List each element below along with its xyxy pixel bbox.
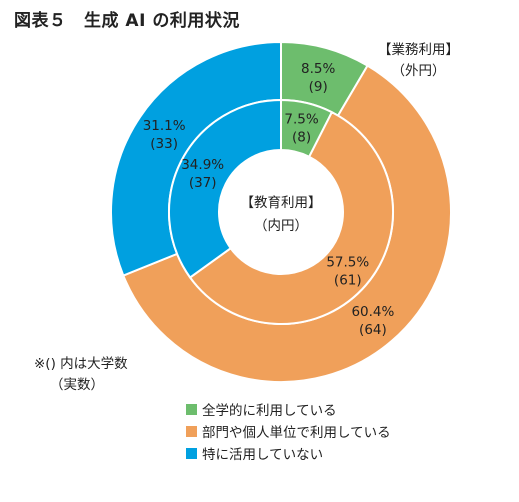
outer-slice-1-label-percent: 60.4% — [351, 304, 394, 320]
inner-ring-sub: （内円） — [254, 218, 308, 234]
inner-slice-2 — [168, 98, 282, 279]
outer-slice-2-label-count: (33) — [150, 136, 178, 152]
outer-ring-sub: （外円） — [391, 63, 446, 79]
outer-slice-0-label-count: (9) — [309, 79, 328, 95]
inner-slice-2-label-percent: 34.9% — [181, 157, 224, 173]
outer-slice-1-label-count: (64) — [359, 322, 387, 338]
inner-slice-2-label-count: (37) — [189, 175, 217, 191]
legend-item: 特に活用していない — [186, 442, 391, 464]
outer-slice-0-label-percent: 8.5% — [301, 61, 335, 77]
outer-ring-label: 【業務利用】 （外円） — [378, 40, 459, 82]
legend-label: 全学的に利用している — [202, 403, 337, 419]
legend: 全学的に利用している 部門や個人単位で利用している 特に活用していない — [186, 398, 391, 464]
inner-slice-1-label-count: (61) — [334, 272, 362, 288]
inner-slice-1-label-percent: 57.5% — [326, 254, 369, 270]
outer-slice-2-label-percent: 31.1% — [143, 118, 186, 134]
inner-slice-0-label-count: (8) — [292, 129, 311, 145]
legend-swatch-blue — [186, 447, 197, 459]
legend-label: 特に活用していない — [202, 447, 324, 463]
footnote: ※() 内は大学数 （実数） — [34, 354, 128, 396]
legend-swatch-orange — [186, 425, 197, 437]
footnote-line-1: ※() 内は大学数 — [34, 356, 128, 372]
outer-ring-name: 【業務利用】 — [378, 42, 459, 58]
footnote-line-2: （実数） — [50, 377, 104, 393]
legend-item: 部門や個人単位で利用している — [186, 420, 391, 442]
legend-swatch-green — [186, 403, 197, 415]
legend-item: 全学的に利用している — [186, 398, 391, 420]
inner-slice-0-label-percent: 7.5% — [284, 111, 318, 127]
center-label: 【教育利用】 （内円） — [241, 195, 322, 234]
inner-ring-name: 【教育利用】 — [241, 195, 322, 211]
inner-slice-1 — [188, 110, 394, 325]
chart-title: 図表５ 生成 AI の利用状況 — [14, 11, 240, 31]
legend-label: 部門や個人単位で利用している — [202, 425, 391, 441]
